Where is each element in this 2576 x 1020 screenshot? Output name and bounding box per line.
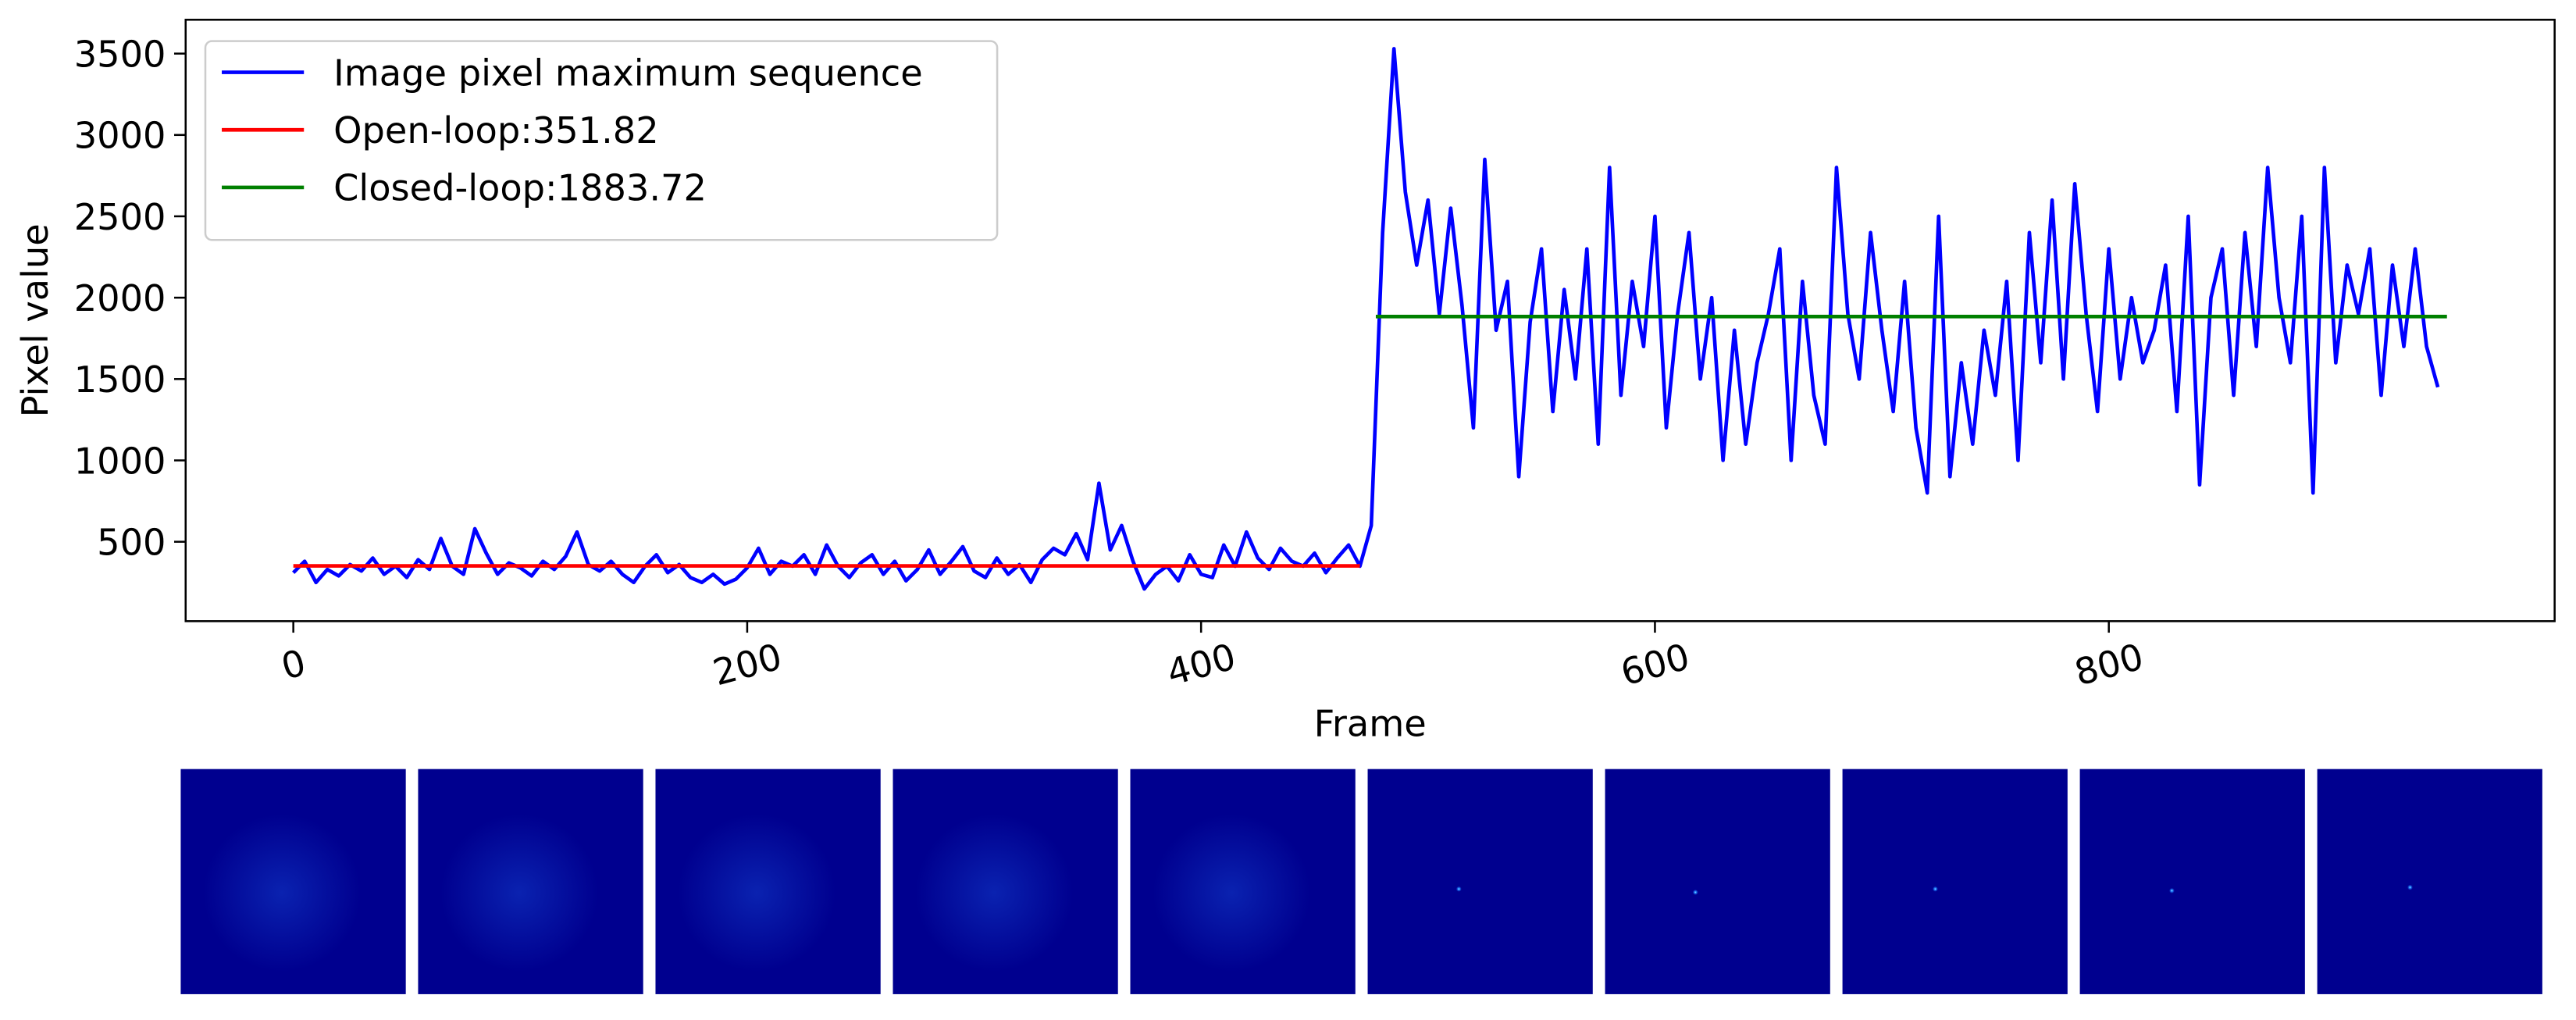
y-tick-label: 3500 xyxy=(74,33,166,75)
thumbnail xyxy=(180,769,406,994)
thumbnail-spot xyxy=(1442,872,1476,906)
thumbnail-spot xyxy=(2393,871,2427,904)
x-tick-label: 600 xyxy=(1616,635,1694,694)
legend-frame xyxy=(204,40,999,241)
y-tick-label: 1500 xyxy=(74,358,166,401)
y-tick-label: 2500 xyxy=(74,196,166,238)
thumbnail-spot xyxy=(1679,876,1712,909)
axes-frame xyxy=(184,19,2556,622)
thumbnail xyxy=(1605,769,1830,994)
thumbnail xyxy=(418,769,643,994)
x-tick-label: 200 xyxy=(708,635,786,694)
x-tick-label: 400 xyxy=(1163,635,1240,694)
thumbnail-spot xyxy=(1919,872,1952,906)
x-tick-label: 800 xyxy=(2070,635,2147,694)
y-tick-label: 1000 xyxy=(74,440,166,482)
legend-label: Open-loop:351.82 xyxy=(333,109,659,152)
thumbnail-spot xyxy=(2155,874,2189,908)
thumbnail xyxy=(2317,769,2542,994)
legend-label: Closed-loop:1883.72 xyxy=(333,167,707,209)
y-tick-label: 500 xyxy=(97,521,166,563)
y-tick-label: 3000 xyxy=(74,115,166,157)
plot-area: 500 1000 1500 2000 2500 3000 3500 0 200 400 600 800… xyxy=(14,19,2556,745)
thumbnail xyxy=(655,769,881,994)
thumbnail xyxy=(2079,769,2305,994)
y-tick-label: 2000 xyxy=(74,277,166,319)
series-line xyxy=(292,47,2440,591)
thumbnail xyxy=(893,769,1118,994)
x-axis-label: Frame xyxy=(1314,703,1427,745)
thumbnail xyxy=(1130,769,1356,994)
y-axis-label: Pixel value xyxy=(14,223,56,417)
x-tick-label: 0 xyxy=(277,641,310,688)
thumbnail xyxy=(1842,769,2068,994)
legend-label: Image pixel maximum sequence xyxy=(333,52,923,94)
thumbnail xyxy=(1367,769,1593,994)
thumbnails xyxy=(180,769,2542,994)
